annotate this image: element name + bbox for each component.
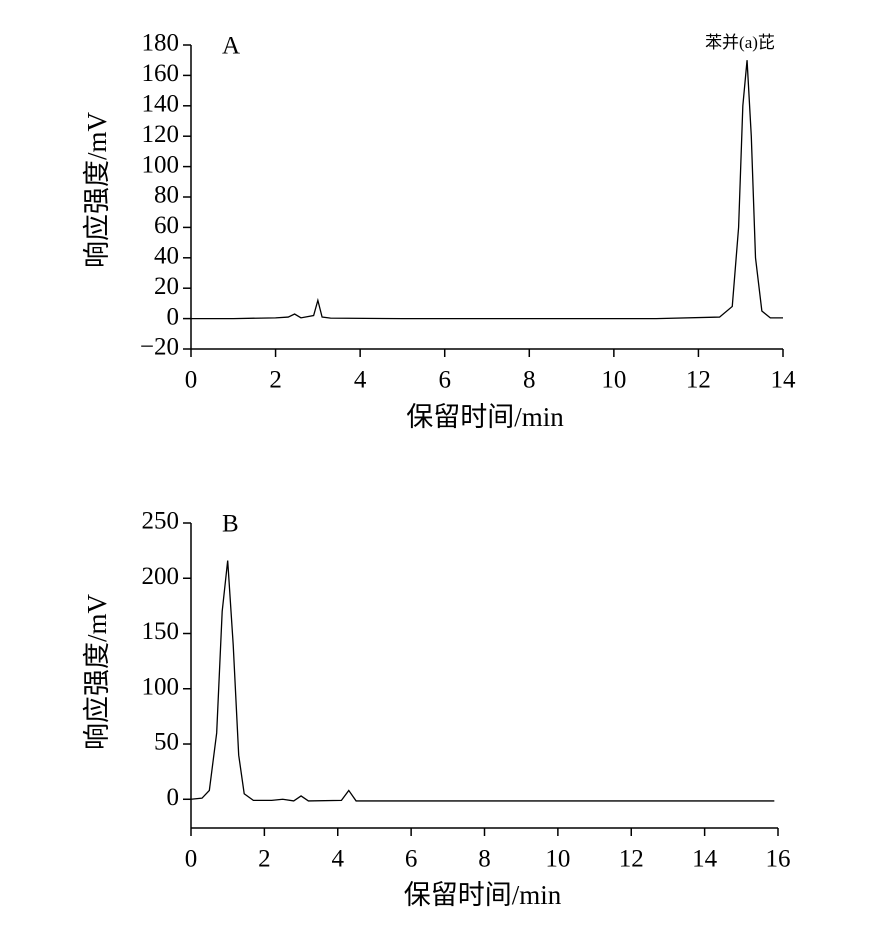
y-tick-label: 200 — [142, 563, 180, 590]
x-axis-title: 保留时间/min — [406, 402, 564, 432]
y-tick-label: 150 — [142, 618, 180, 645]
x-tick-label: 12 — [686, 367, 711, 394]
x-tick-label: 14 — [771, 367, 797, 394]
x-tick-label: 6 — [405, 846, 418, 873]
y-tick-label: 40 — [154, 243, 179, 270]
x-tick-label: 12 — [619, 846, 644, 873]
y-tick-label: 100 — [142, 151, 180, 178]
y-axis-title: 响应强度/mV — [82, 594, 112, 751]
y-tick-label: 120 — [142, 121, 180, 148]
x-tick-label: 8 — [523, 367, 536, 394]
chromatogram-line — [190, 560, 775, 802]
x-tick-label: 10 — [545, 846, 570, 873]
x-tick-label: 0 — [185, 846, 198, 873]
x-tick-label: 16 — [766, 846, 791, 873]
x-axis-title: 保留时间/min — [404, 880, 562, 910]
x-tick-label: 4 — [354, 367, 367, 394]
y-tick-label: 140 — [142, 91, 180, 118]
x-tick-label: 14 — [692, 846, 718, 873]
x-tick-label: 2 — [269, 367, 282, 394]
panel-label: B — [222, 511, 239, 538]
x-tick-label: 0 — [185, 367, 198, 394]
y-axis-title: 响应强度/mV — [82, 112, 112, 269]
peak-annotation: 苯并(a)芘 — [705, 33, 775, 52]
y-tick-label: 250 — [142, 508, 180, 535]
y-tick-label: 20 — [154, 273, 179, 300]
x-tick-label: 2 — [258, 846, 271, 873]
y-tick-label: 60 — [154, 212, 179, 239]
y-tick-label: 0 — [167, 303, 180, 330]
chromatogram-line — [191, 60, 783, 320]
x-tick-label: 6 — [438, 367, 451, 394]
x-tick-label: 8 — [478, 846, 491, 873]
y-tick-label: 180 — [142, 30, 180, 57]
y-tick-label: 160 — [142, 60, 180, 87]
y-tick-label: 100 — [142, 673, 180, 700]
x-tick-label: 10 — [601, 367, 626, 394]
y-tick-label: 80 — [154, 182, 179, 209]
y-tick-label: 0 — [167, 784, 180, 811]
x-tick-label: 4 — [332, 846, 345, 873]
panel-label: A — [222, 33, 240, 60]
y-tick-label: 50 — [154, 729, 179, 756]
y-tick-label: −20 — [140, 334, 179, 361]
